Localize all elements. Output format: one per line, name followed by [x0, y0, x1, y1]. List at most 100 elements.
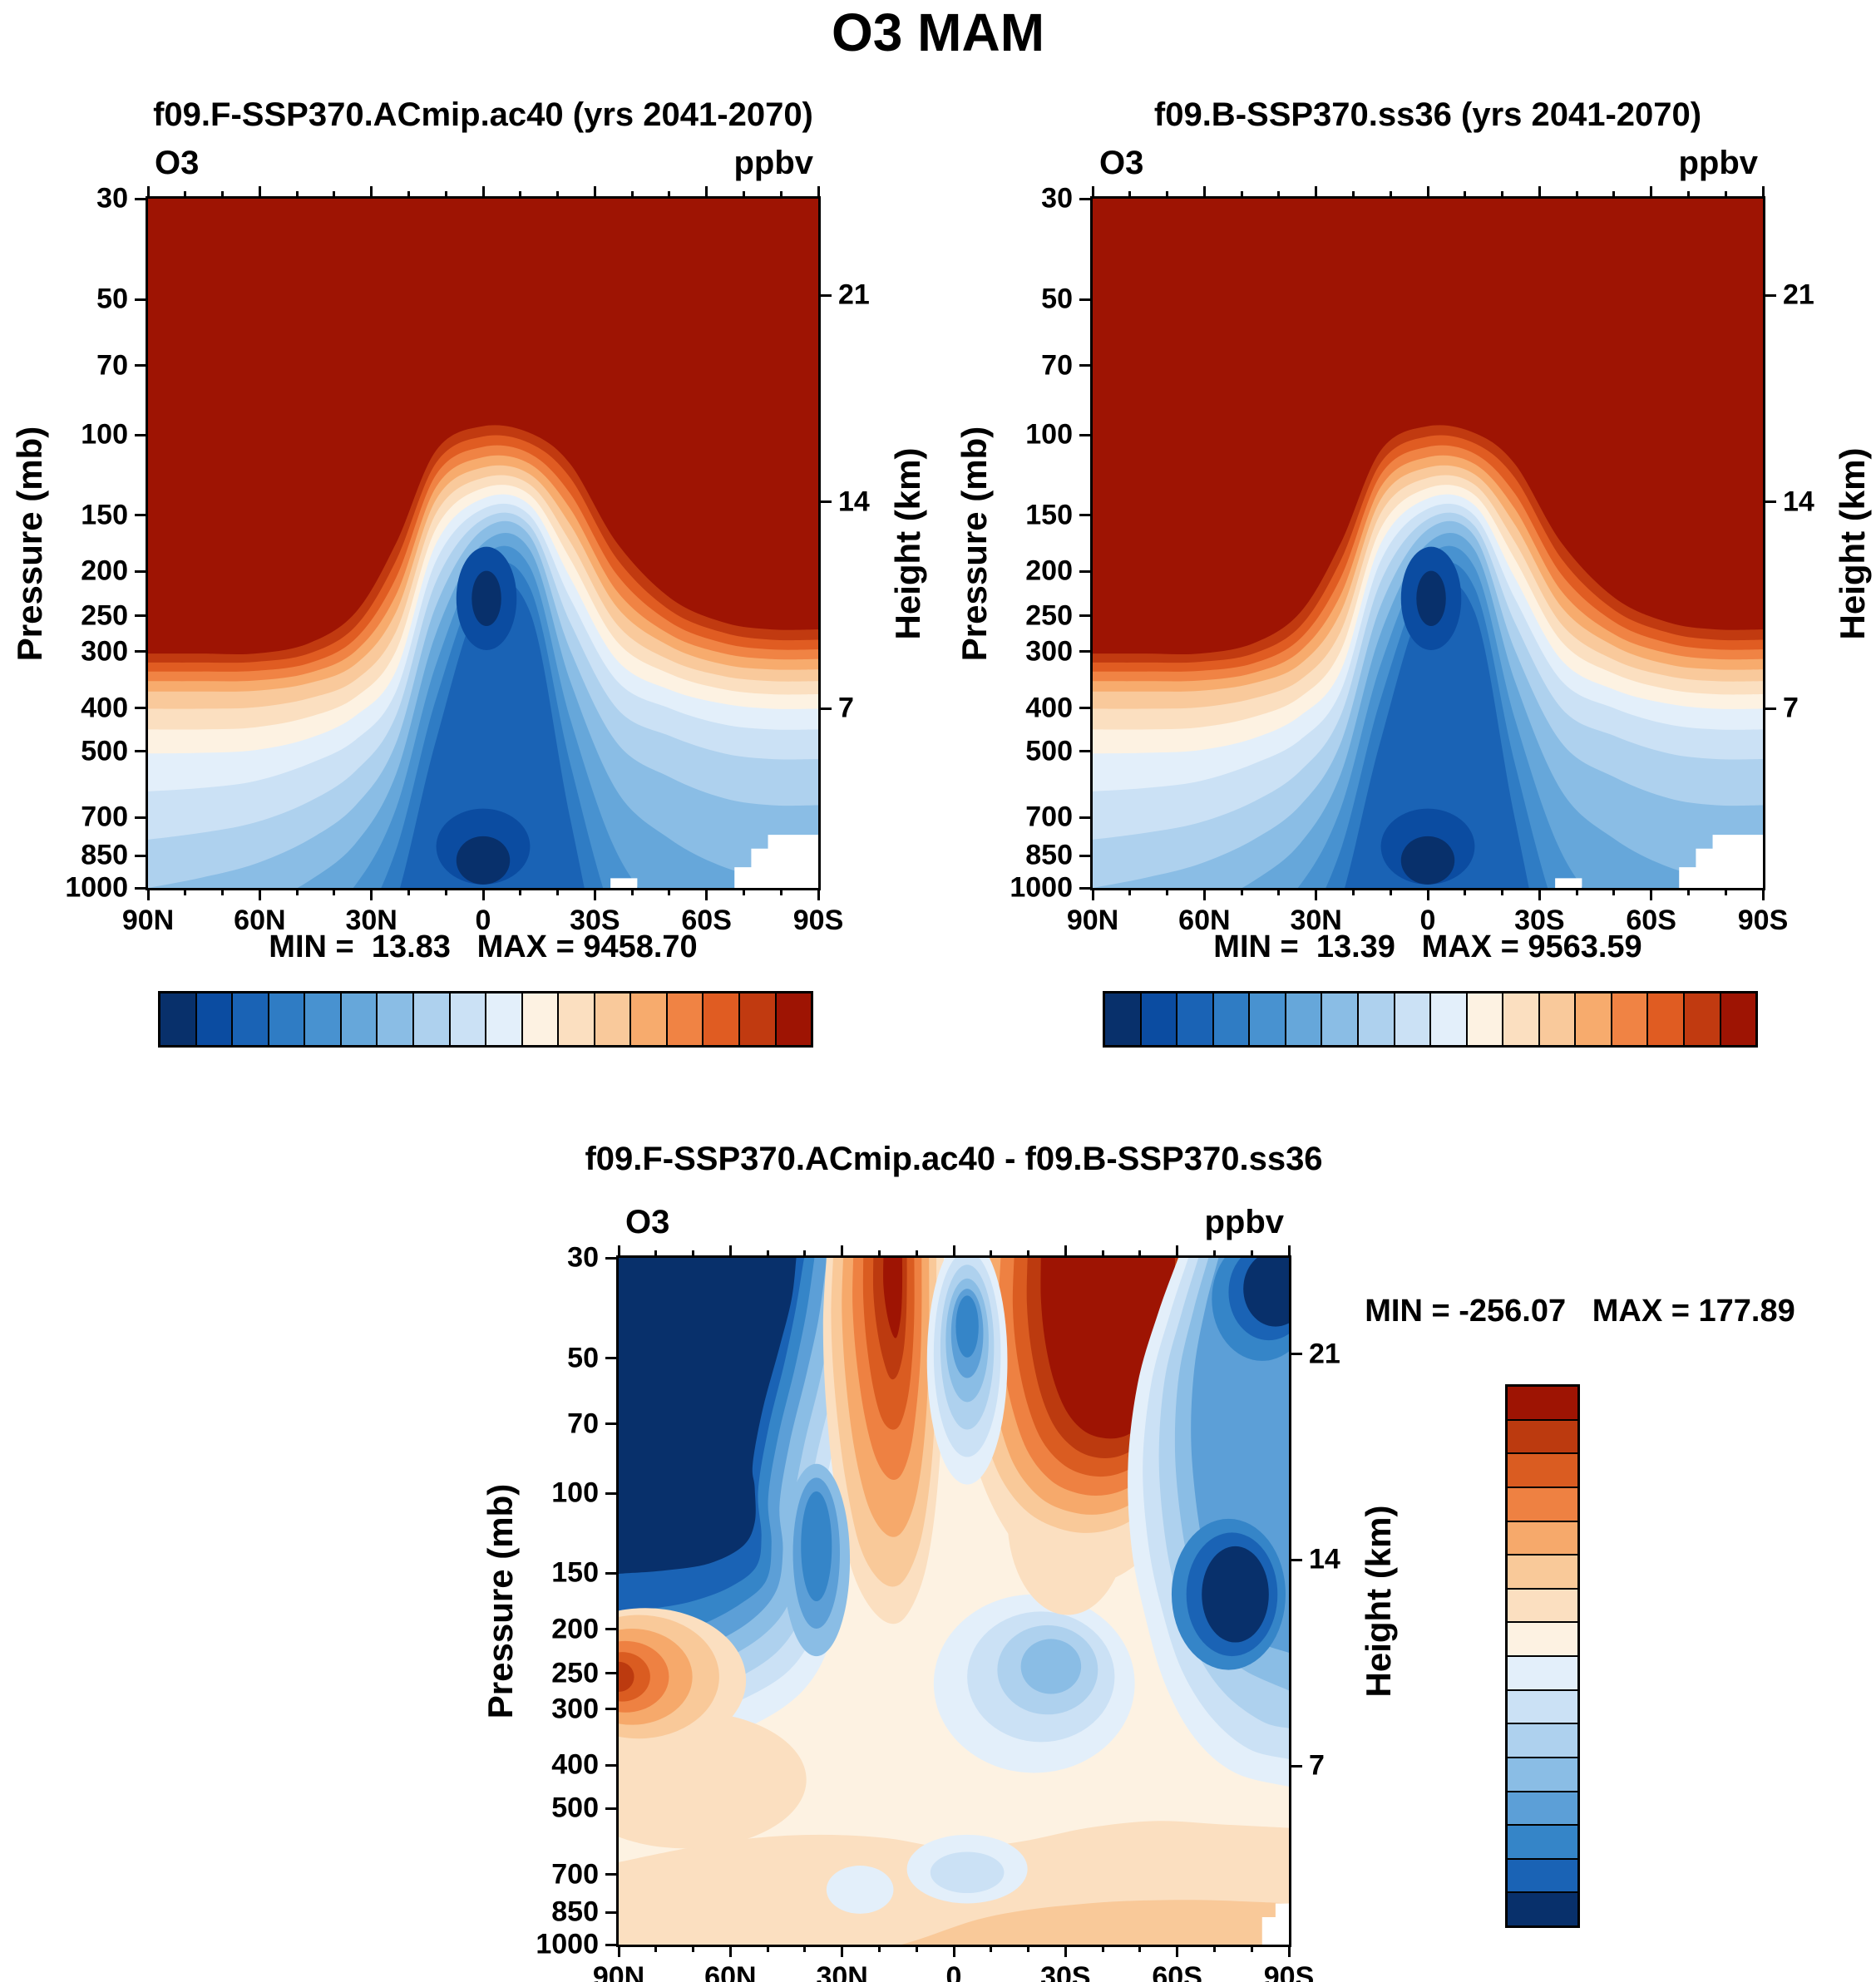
tick-mark — [1351, 888, 1355, 895]
colorbar-segment — [559, 993, 595, 1045]
tick-mark — [818, 500, 832, 504]
pressure-tick-label: 250 — [1025, 599, 1073, 632]
tick-mark — [1277, 191, 1281, 199]
colorbar-boxes — [1105, 993, 1756, 1045]
tick-mark — [1289, 1558, 1302, 1561]
pressure-tick-label: 200 — [81, 555, 128, 587]
pressure-tick-label: 30 — [1041, 182, 1073, 214]
tick-mark — [1064, 1945, 1067, 1957]
tick-mark — [654, 1945, 658, 1952]
tick-mark — [444, 888, 447, 895]
tick-mark — [1027, 1945, 1030, 1952]
colorbar-segment — [1508, 1420, 1577, 1455]
pressure-tick-label: 70 — [96, 349, 128, 382]
tick-mark — [370, 186, 373, 199]
tick-mark — [407, 888, 410, 895]
units-label: ppbv — [1678, 145, 1758, 181]
pressure-tick-label: 30 — [96, 182, 128, 214]
tick-mark — [1761, 186, 1765, 199]
pressure-tick-label: 500 — [81, 735, 128, 767]
tick-mark — [407, 191, 410, 199]
colorbar-segment — [1508, 1792, 1577, 1827]
pressure-axis-title: Pressure (mb) — [955, 426, 994, 661]
tick-mark — [1464, 191, 1467, 199]
tick-mark — [1426, 888, 1429, 900]
height-tick-label: 21 — [1783, 279, 1814, 311]
tick-mark — [593, 888, 596, 900]
pressure-tick-label: 250 — [81, 599, 128, 632]
tick-mark — [1287, 1245, 1291, 1258]
pressure-tick-label: 1000 — [65, 871, 128, 904]
latitude-tick-label: 90N — [592, 1961, 645, 1982]
pressure-tick-label: 150 — [551, 1556, 599, 1589]
colorbar-segment — [667, 993, 704, 1045]
minmax-label-right: MIN = 13.39 MAX = 9563.59 — [1213, 929, 1642, 964]
colorbar-labels — [1105, 993, 1755, 1045]
height-axis-title: Height (km) — [888, 447, 927, 639]
colorbar-segment — [305, 993, 342, 1045]
tick-mark — [1240, 191, 1243, 199]
tick-mark — [668, 888, 671, 895]
tick-mark — [1166, 888, 1169, 895]
tick-mark — [617, 1245, 620, 1258]
colorbar-segment — [486, 993, 523, 1045]
panel-title-difference: f09.F-SSP370.ACmip.ac40 - f09.B-SSP370.s… — [585, 1141, 1323, 1177]
tick-mark — [817, 888, 820, 900]
tick-mark — [135, 650, 148, 653]
tick-mark — [1686, 888, 1690, 895]
tick-mark — [1763, 500, 1776, 504]
tick-mark — [1538, 186, 1541, 199]
tick-mark — [1079, 569, 1093, 573]
colorbar-segment — [1358, 993, 1395, 1045]
height-tick-label: 21 — [838, 279, 870, 311]
colorbar-segment — [1508, 1657, 1577, 1691]
tick-mark — [1128, 888, 1132, 895]
tick-mark — [1079, 433, 1093, 436]
pressure-tick-label: 850 — [551, 1896, 599, 1928]
tick-mark — [1575, 888, 1578, 895]
tick-mark — [1079, 614, 1093, 618]
tick-mark — [333, 191, 336, 199]
contour-plot-left — [148, 199, 818, 888]
colorbar-segment — [1286, 993, 1323, 1045]
tick-mark — [1091, 888, 1094, 900]
tick-mark — [1289, 1764, 1302, 1768]
tick-mark — [742, 191, 745, 199]
pressure-tick-label: 300 — [1025, 635, 1073, 668]
pressure-tick-label: 400 — [551, 1748, 599, 1781]
tick-mark — [135, 854, 148, 857]
tick-mark — [779, 888, 782, 895]
colorbar-labels — [1508, 1387, 1577, 1925]
tick-mark — [135, 614, 148, 618]
colorbar-labels — [160, 993, 811, 1045]
colorbar-segment — [1508, 1758, 1577, 1792]
tick-mark — [1351, 191, 1355, 199]
tick-mark — [779, 191, 782, 199]
pressure-tick-label: 1000 — [1010, 871, 1073, 904]
tick-mark — [1464, 888, 1467, 895]
tick-mark — [1250, 1250, 1253, 1258]
tick-mark — [605, 1763, 619, 1767]
tick-mark — [728, 1945, 732, 1957]
variable-label: O3 — [1099, 145, 1144, 181]
pressure-tick-label: 850 — [81, 839, 128, 871]
tick-mark — [1575, 191, 1578, 199]
tick-mark — [1176, 1245, 1179, 1258]
tick-mark — [877, 1945, 881, 1952]
tick-mark — [481, 186, 485, 199]
pressure-tick-label: 50 — [567, 1342, 599, 1374]
tick-mark — [692, 1945, 695, 1952]
tick-mark — [1250, 1945, 1253, 1952]
tick-mark — [705, 186, 708, 199]
pressure-tick-label: 100 — [81, 418, 128, 451]
colorbar-segment — [1508, 1859, 1577, 1894]
tick-mark — [990, 1945, 993, 1952]
colorbar-segment — [1508, 1454, 1577, 1488]
tick-mark — [605, 1672, 619, 1675]
colorbar-right — [1103, 991, 1758, 1048]
pressure-tick-label: 400 — [1025, 692, 1073, 724]
tick-mark — [605, 1911, 619, 1914]
latitude-tick-label: 90S — [1263, 1961, 1315, 1982]
tick-mark — [841, 1945, 844, 1957]
pressure-tick-label: 300 — [81, 635, 128, 668]
